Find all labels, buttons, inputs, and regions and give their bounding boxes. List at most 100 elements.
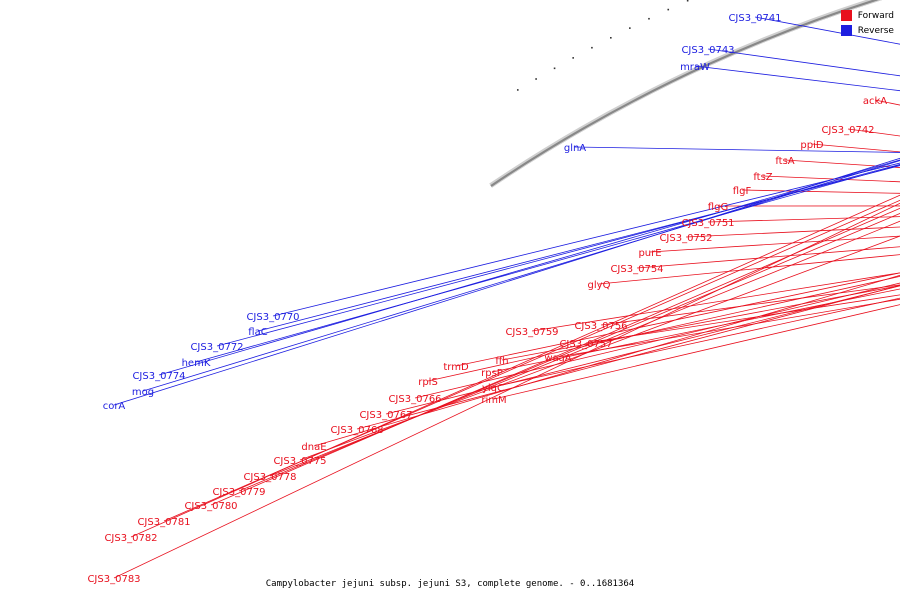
leader-line-CJS3_0778 <box>269 220 900 477</box>
gene-label-CJS3_0770[interactable]: CJS3_0770 <box>246 312 299 323</box>
gene-label-CJS3_0742[interactable]: CJS3_0742 <box>821 125 874 136</box>
backbone-layer <box>489 0 883 188</box>
leader-line-ylqC <box>492 297 900 388</box>
gene-label-ppiD[interactable]: ppiD <box>800 140 823 151</box>
gene-label-CJS3_0752[interactable]: CJS3_0752 <box>659 233 712 244</box>
gene-label-mraW[interactable]: mraW <box>680 62 710 73</box>
legend: Forward Reverse <box>840 8 894 38</box>
genome-caption: Campylobacter jejuni subsp. jejuni S3, c… <box>265 579 635 589</box>
leader-layer <box>113 16 900 579</box>
gene-label-CJS3_0778[interactable]: CJS3_0778 <box>243 472 296 483</box>
tick-mark-minor <box>648 17 650 20</box>
gene-label-flgF[interactable]: flgF <box>733 186 752 197</box>
gene-label-flgG[interactable]: flgG <box>708 202 728 213</box>
gene-label-CJS3_0756[interactable]: CJS3_0756 <box>574 321 627 332</box>
gene-label-CJS3_0775[interactable]: CJS3_0775 <box>273 456 326 467</box>
legend-item-forward: Forward <box>840 8 894 23</box>
leader-line-CJS3_0782 <box>130 194 900 538</box>
leader-line-glyQ <box>598 254 900 285</box>
gene-label-CJS3_0766[interactable]: CJS3_0766 <box>388 394 441 405</box>
gene-label-ftsZ[interactable]: ftsZ <box>753 172 772 183</box>
tick-mark-minor <box>572 57 574 59</box>
leader-line-CJS3_0780 <box>210 207 900 506</box>
leader-line-CJS3_0757 <box>585 294 900 344</box>
legend-swatch-reverse <box>840 25 852 36</box>
tick-mark-minor <box>516 89 519 91</box>
gene-label-CJS3_0751[interactable]: CJS3_0751 <box>681 218 734 229</box>
gene-label-ffh[interactable]: ffh <box>495 356 508 367</box>
gene-label-flaC[interactable]: flaC <box>248 327 267 338</box>
leader-line-CJS3_0759 <box>531 272 900 332</box>
legend-swatch-forward <box>840 10 852 21</box>
gene-label-corA[interactable]: corA <box>103 401 126 412</box>
leader-line-CJS3_0772 <box>216 163 900 347</box>
leader-line-rimM <box>493 304 900 400</box>
gene-label-rimM[interactable]: rimM <box>481 395 506 406</box>
tick-mark-minor <box>686 0 689 2</box>
leader-line-ffh <box>501 285 900 361</box>
tick-mark-minor <box>535 78 537 80</box>
legend-label-reverse: Reverse <box>857 25 894 36</box>
leader-line-corA <box>113 157 900 406</box>
leader-line-rplS <box>427 275 900 382</box>
leader-line-CJS3_0781 <box>163 199 900 522</box>
leader-line-purE <box>649 235 900 253</box>
gene-label-ylqC[interactable]: ylqC <box>482 383 504 394</box>
leader-line-CJS3_0775 <box>299 235 900 461</box>
gene-label-CJS3_0781[interactable]: CJS3_0781 <box>137 517 190 528</box>
gene-label-CJS3_0783[interactable]: CJS3_0783 <box>87 574 140 585</box>
gene-label-hemK[interactable]: hemK <box>182 358 211 369</box>
leader-line-CJS3_0770 <box>272 162 900 317</box>
gene-label-CJS3_0782[interactable]: CJS3_0782 <box>104 533 157 544</box>
backbone-highlight <box>491 0 883 188</box>
gene-label-ftsA[interactable]: ftsA <box>775 156 794 167</box>
leader-line-CJS3_0743 <box>707 48 900 77</box>
label-layer: ackA CJS3_0741 CJS3_0742 CJS3_0743 mraW ppiD f… <box>87 13 887 585</box>
gene-label-trmD[interactable]: trmD <box>443 362 469 373</box>
leader-line-flgF <box>741 189 900 194</box>
gene-label-glnA[interactable]: glnA <box>564 143 586 154</box>
gene-label-purE[interactable]: purE <box>638 248 661 259</box>
gene-label-waaA[interactable]: waaA <box>544 353 571 364</box>
leader-line-CJS3_0767 <box>385 285 900 415</box>
gene-label-CJS3_0759[interactable]: CJS3_0759 <box>505 327 558 338</box>
gene-label-CJS3_0780[interactable]: CJS3_0780 <box>184 501 237 512</box>
gene-label-glyQ[interactable]: glyQ <box>588 280 611 291</box>
tick-mark-minor <box>591 46 593 49</box>
leader-line-waaA <box>557 298 900 358</box>
leader-line-CJS3_0783 <box>113 202 900 579</box>
gene-label-ackA[interactable]: ackA <box>863 96 887 107</box>
gene-label-CJS3_0757[interactable]: CJS3_0757 <box>559 339 612 350</box>
leader-line-mog <box>142 160 900 392</box>
gene-label-dnaE[interactable]: dnaE <box>301 442 326 453</box>
gene-label-CJS3_0768[interactable]: CJS3_0768 <box>330 425 383 436</box>
gene-label-CJS3_0774[interactable]: CJS3_0774 <box>132 371 185 382</box>
gene-label-CJS3_0743[interactable]: CJS3_0743 <box>681 45 734 56</box>
leader-line-flaC <box>257 165 900 332</box>
leader-line-ftsA <box>784 159 900 168</box>
leader-line-ackA <box>874 99 900 106</box>
legend-item-reverse: Reverse <box>840 23 894 38</box>
tick-mark-minor <box>629 27 631 29</box>
gene-label-mog[interactable]: mog <box>132 387 154 398</box>
leader-line-CJS3_0774 <box>158 159 900 376</box>
leader-line-CJS3_0754 <box>636 246 900 269</box>
tick-mark-minor <box>667 8 670 11</box>
tick-layer: 680 kbp685 kbp690 kbp695 kbp700 kbp705 k… <box>516 0 689 91</box>
gene-label-rplS[interactable]: rplS <box>418 377 438 388</box>
leader-line-CJS3_0766 <box>414 282 900 399</box>
leader-line-CJS3_0768 <box>356 285 900 430</box>
leader-line-CJS3_0741 <box>754 16 900 45</box>
gene-label-rpsP[interactable]: rpsP <box>481 368 503 379</box>
gene-label-CJS3_0754[interactable]: CJS3_0754 <box>610 264 663 275</box>
tick-mark-minor <box>610 36 612 39</box>
gene-label-CJS3_0772[interactable]: CJS3_0772 <box>190 342 243 353</box>
gene-label-CJS3_0779[interactable]: CJS3_0779 <box>212 487 265 498</box>
backbone <box>490 0 883 188</box>
leader-line-trmD <box>455 272 900 367</box>
gene-label-CJS3_0767[interactable]: CJS3_0767 <box>359 410 412 421</box>
leader-line-dnaE <box>313 274 900 447</box>
gene-label-CJS3_0741[interactable]: CJS3_0741 <box>728 13 781 24</box>
tick-mark-minor <box>553 67 556 70</box>
